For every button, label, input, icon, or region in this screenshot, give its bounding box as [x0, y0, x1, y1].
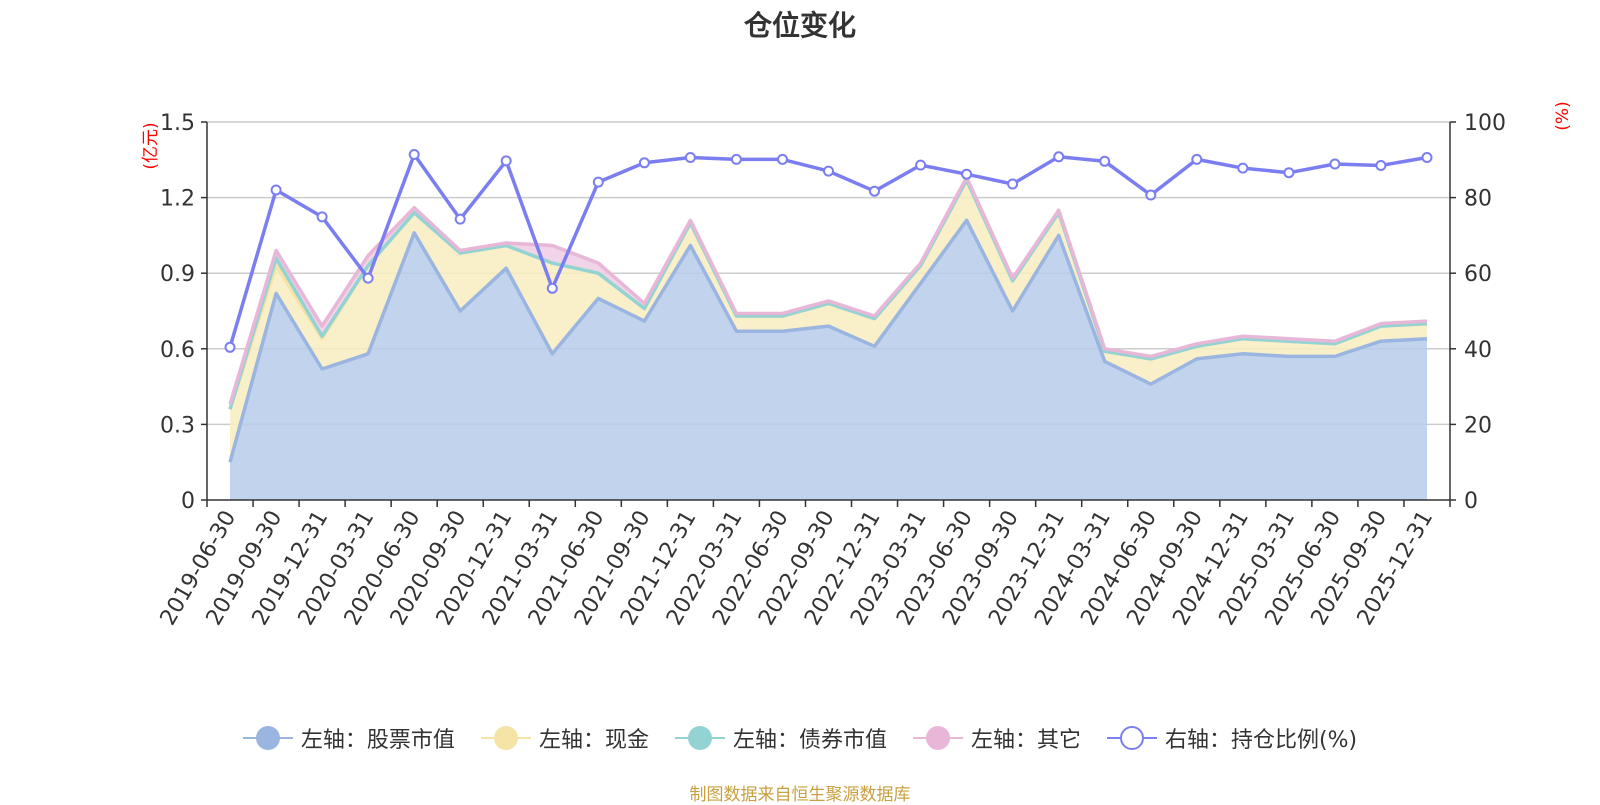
legend: 左轴：股票市值 左轴：现金 左轴：债券市值 左轴：其它 右轴：持仓比例(%) — [0, 722, 1600, 754]
position-ratio-point — [1099, 155, 1111, 167]
position-ratio-point — [362, 272, 374, 284]
position-ratio-point — [638, 157, 650, 169]
position-ratio-point — [684, 152, 696, 163]
left-axis-tick-label: 1.5 — [160, 111, 195, 136]
left-axis-tick-label: 1.2 — [160, 187, 195, 212]
legend-label: 左轴：股票市值 — [300, 728, 455, 753]
left-axis-unit-label: (亿元) — [141, 122, 161, 169]
position-ratio-point — [1191, 153, 1203, 165]
left-axis-tick-label: 0.3 — [160, 413, 195, 438]
legend-label: 右轴：持仓比例(%) — [1164, 728, 1358, 753]
legend-swatch-icon — [912, 723, 963, 753]
position-ratio-point — [1421, 152, 1433, 163]
position-ratio-point — [224, 341, 236, 353]
position-ratio-point — [1007, 178, 1019, 190]
position-ratio-point — [869, 185, 880, 197]
right-axis-tick-label: 40 — [1464, 338, 1492, 363]
right-axis-tick-label: 0 — [1464, 489, 1478, 514]
position-ratio-point — [1375, 160, 1387, 171]
right-axis-tick-label: 80 — [1464, 187, 1492, 212]
position-ratio-point — [546, 282, 558, 294]
left-axis-tick-label: 0 — [181, 489, 195, 514]
right-axis-tick-label: 100 — [1464, 111, 1506, 136]
legend-label: 左轴：其它 — [970, 728, 1081, 753]
position-ratio-point — [1053, 151, 1065, 163]
position-ratio-point — [915, 159, 927, 171]
position-ratio-point — [592, 176, 604, 188]
legend-item[interactable]: 左轴：债券市值 — [674, 722, 887, 754]
position-ratio-point — [1329, 158, 1341, 170]
position-ratio-point — [777, 153, 788, 165]
legend-swatch-icon — [674, 723, 725, 753]
legend-label: 左轴：债券市值 — [732, 728, 887, 753]
left-axis-tick-label: 0.9 — [160, 262, 195, 287]
position-ratio-point — [454, 213, 466, 225]
right-axis-unit-label: (%) — [1553, 101, 1573, 130]
legend-item[interactable]: 右轴：持仓比例(%) — [1106, 722, 1358, 754]
right-axis-tick-label: 20 — [1464, 413, 1492, 438]
position-ratio-point — [961, 168, 973, 180]
legend-label: 左轴：现金 — [538, 728, 649, 753]
legend-item[interactable]: 左轴：其它 — [912, 722, 1081, 754]
position-ratio-point — [500, 155, 512, 167]
position-ratio-point — [408, 149, 420, 160]
right-axis-tick-label: 60 — [1464, 262, 1492, 287]
chart-title: 仓位变化 — [743, 9, 856, 42]
legend-item[interactable]: 左轴：股票市值 — [242, 722, 455, 754]
position-ratio-point — [270, 184, 282, 196]
area-line-左轴：股票市值 — [228, 218, 1428, 463]
area-左轴：股票市值 — [230, 220, 1427, 501]
left-axis-tick-label: 0.6 — [160, 338, 195, 363]
position-ratio-point — [730, 153, 742, 165]
legend-swatch-icon — [1106, 723, 1157, 753]
legend-item[interactable]: 左轴：现金 — [480, 722, 649, 754]
area-line-左轴：其它 — [228, 175, 1428, 405]
data-source-note: 制图数据来自恒生聚源数据库 — [689, 785, 911, 805]
legend-swatch-icon — [242, 723, 293, 753]
legend-swatch-icon — [480, 723, 531, 753]
area-line-左轴：债券市值 — [228, 178, 1428, 410]
position-ratio-point — [1237, 162, 1249, 174]
position-ratio-point — [823, 165, 834, 177]
area-左轴：现金 — [230, 180, 1427, 463]
position-ratio-point — [1283, 167, 1295, 179]
position-ratio-point — [1145, 189, 1157, 201]
position-ratio-point — [316, 211, 328, 223]
